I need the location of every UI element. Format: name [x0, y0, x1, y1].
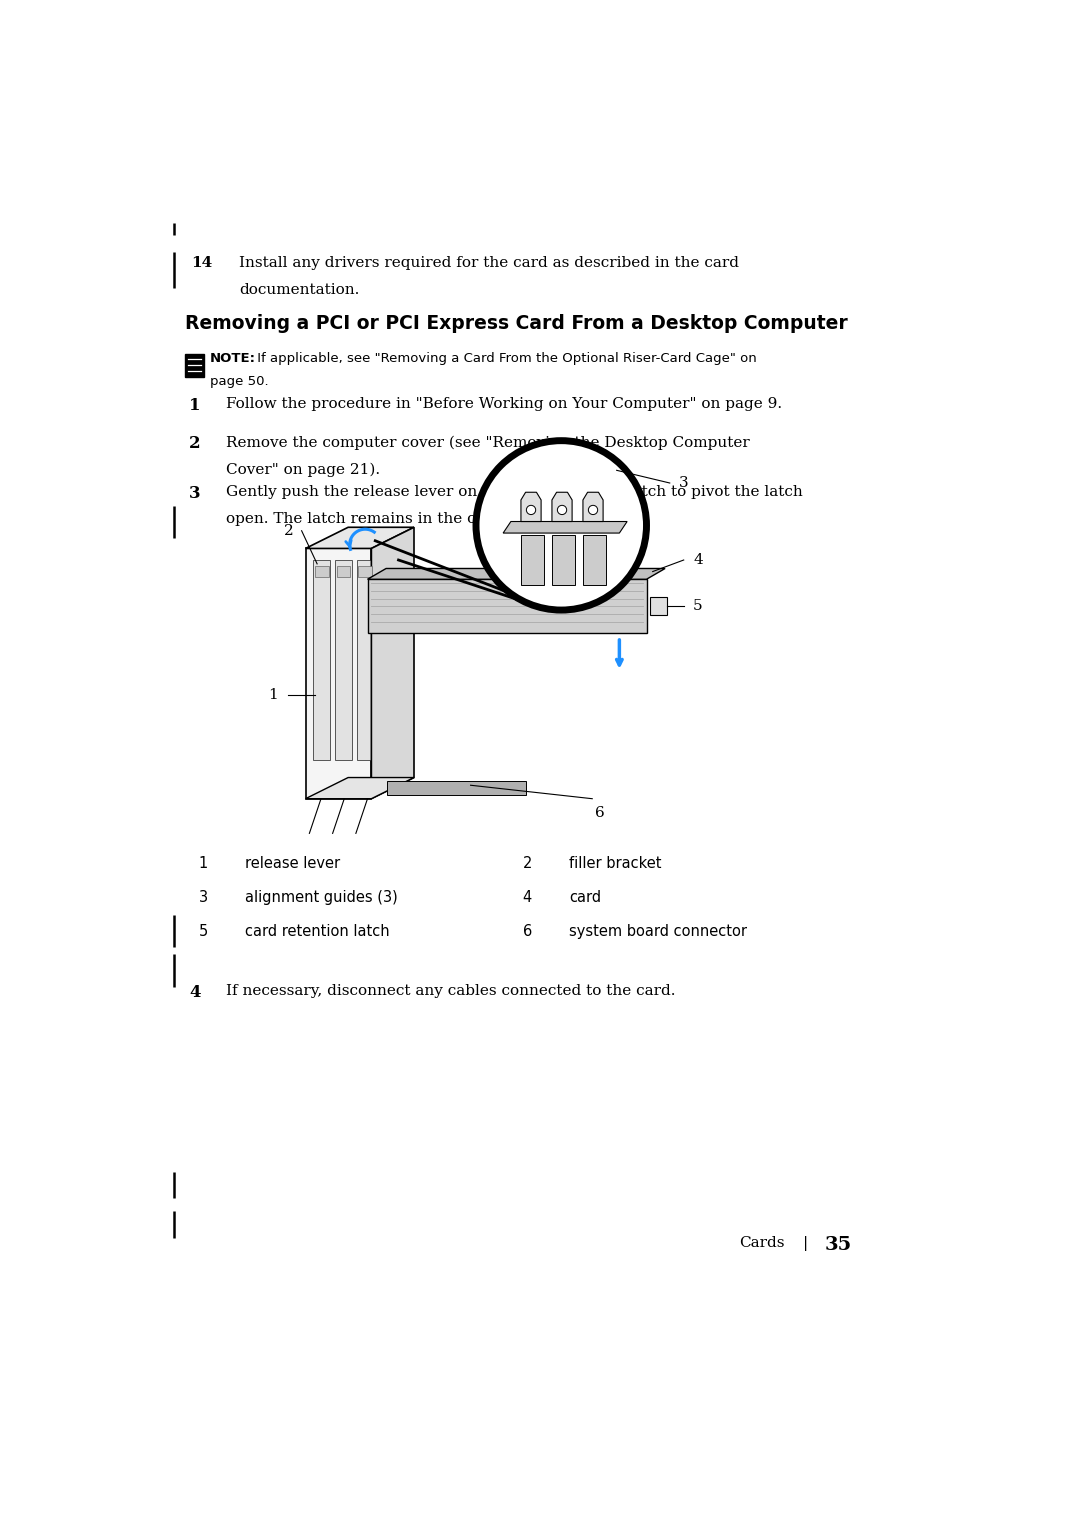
Polygon shape: [306, 549, 372, 798]
Polygon shape: [337, 566, 350, 576]
Text: 3: 3: [679, 476, 689, 489]
Text: 1: 1: [199, 856, 207, 872]
Polygon shape: [521, 492, 541, 521]
Polygon shape: [583, 492, 603, 521]
Polygon shape: [503, 521, 627, 534]
Text: Install any drivers required for the card as described in the card: Install any drivers required for the car…: [239, 255, 739, 269]
Text: release lever: release lever: [245, 856, 340, 872]
Polygon shape: [367, 579, 647, 633]
Polygon shape: [356, 560, 374, 760]
Circle shape: [526, 506, 536, 515]
Text: alignment guides (3): alignment guides (3): [245, 890, 397, 905]
Polygon shape: [367, 569, 665, 579]
Text: filler bracket: filler bracket: [569, 856, 661, 872]
Text: If necessary, disconnect any cables connected to the card.: If necessary, disconnect any cables conn…: [226, 983, 675, 997]
Polygon shape: [521, 535, 544, 586]
Polygon shape: [306, 528, 414, 549]
Text: Gently push the release lever on the card retention latch to pivot the latch: Gently push the release lever on the car…: [226, 485, 802, 498]
Text: 5: 5: [693, 599, 703, 613]
Text: 2: 2: [284, 524, 294, 538]
Circle shape: [476, 440, 647, 610]
Text: card retention latch: card retention latch: [245, 924, 390, 939]
Text: 6: 6: [523, 924, 531, 939]
Text: documentation.: documentation.: [239, 283, 360, 297]
Text: 5: 5: [199, 924, 207, 939]
Polygon shape: [186, 353, 204, 376]
Text: Removing a PCI or PCI Express Card From a Desktop Computer: Removing a PCI or PCI Express Card From …: [186, 313, 848, 333]
Text: Cover" on page 21).: Cover" on page 21).: [226, 462, 380, 477]
Text: Remove the computer cover (see "Removing the Desktop Computer: Remove the computer cover (see "Removing…: [226, 436, 750, 450]
Text: 14: 14: [191, 255, 212, 269]
Polygon shape: [372, 528, 414, 798]
Polygon shape: [306, 778, 414, 798]
Text: 6: 6: [595, 806, 605, 821]
Text: 2: 2: [189, 436, 201, 453]
Text: 4: 4: [693, 553, 703, 567]
Text: 35: 35: [825, 1235, 852, 1254]
Text: 1: 1: [269, 688, 279, 702]
Text: 3: 3: [199, 890, 207, 905]
Polygon shape: [650, 596, 667, 616]
Text: open. The latch remains in the open position.: open. The latch remains in the open posi…: [226, 512, 576, 526]
Text: system board connector: system board connector: [569, 924, 747, 939]
Text: 2: 2: [523, 856, 531, 872]
Polygon shape: [335, 560, 352, 760]
Text: NOTE:: NOTE:: [211, 352, 256, 365]
Polygon shape: [313, 560, 330, 760]
Text: 4: 4: [189, 983, 201, 1000]
Text: Cards: Cards: [740, 1235, 785, 1251]
Text: 4: 4: [523, 890, 531, 905]
Text: page 50.: page 50.: [211, 375, 269, 388]
Text: 1: 1: [189, 396, 201, 414]
Text: card: card: [569, 890, 602, 905]
Polygon shape: [387, 781, 526, 795]
Text: 3: 3: [189, 485, 201, 502]
Polygon shape: [552, 492, 572, 521]
Text: |: |: [804, 1235, 808, 1251]
Text: Follow the procedure in "Before Working on Your Computer" on page 9.: Follow the procedure in "Before Working …: [226, 396, 782, 411]
Circle shape: [589, 506, 597, 515]
Polygon shape: [552, 535, 576, 586]
Polygon shape: [314, 566, 328, 576]
Polygon shape: [583, 535, 606, 586]
Text: If applicable, see "Removing a Card From the Optional Riser-Card Cage" on: If applicable, see "Removing a Card From…: [253, 352, 757, 365]
Polygon shape: [359, 566, 373, 576]
Circle shape: [557, 506, 567, 515]
